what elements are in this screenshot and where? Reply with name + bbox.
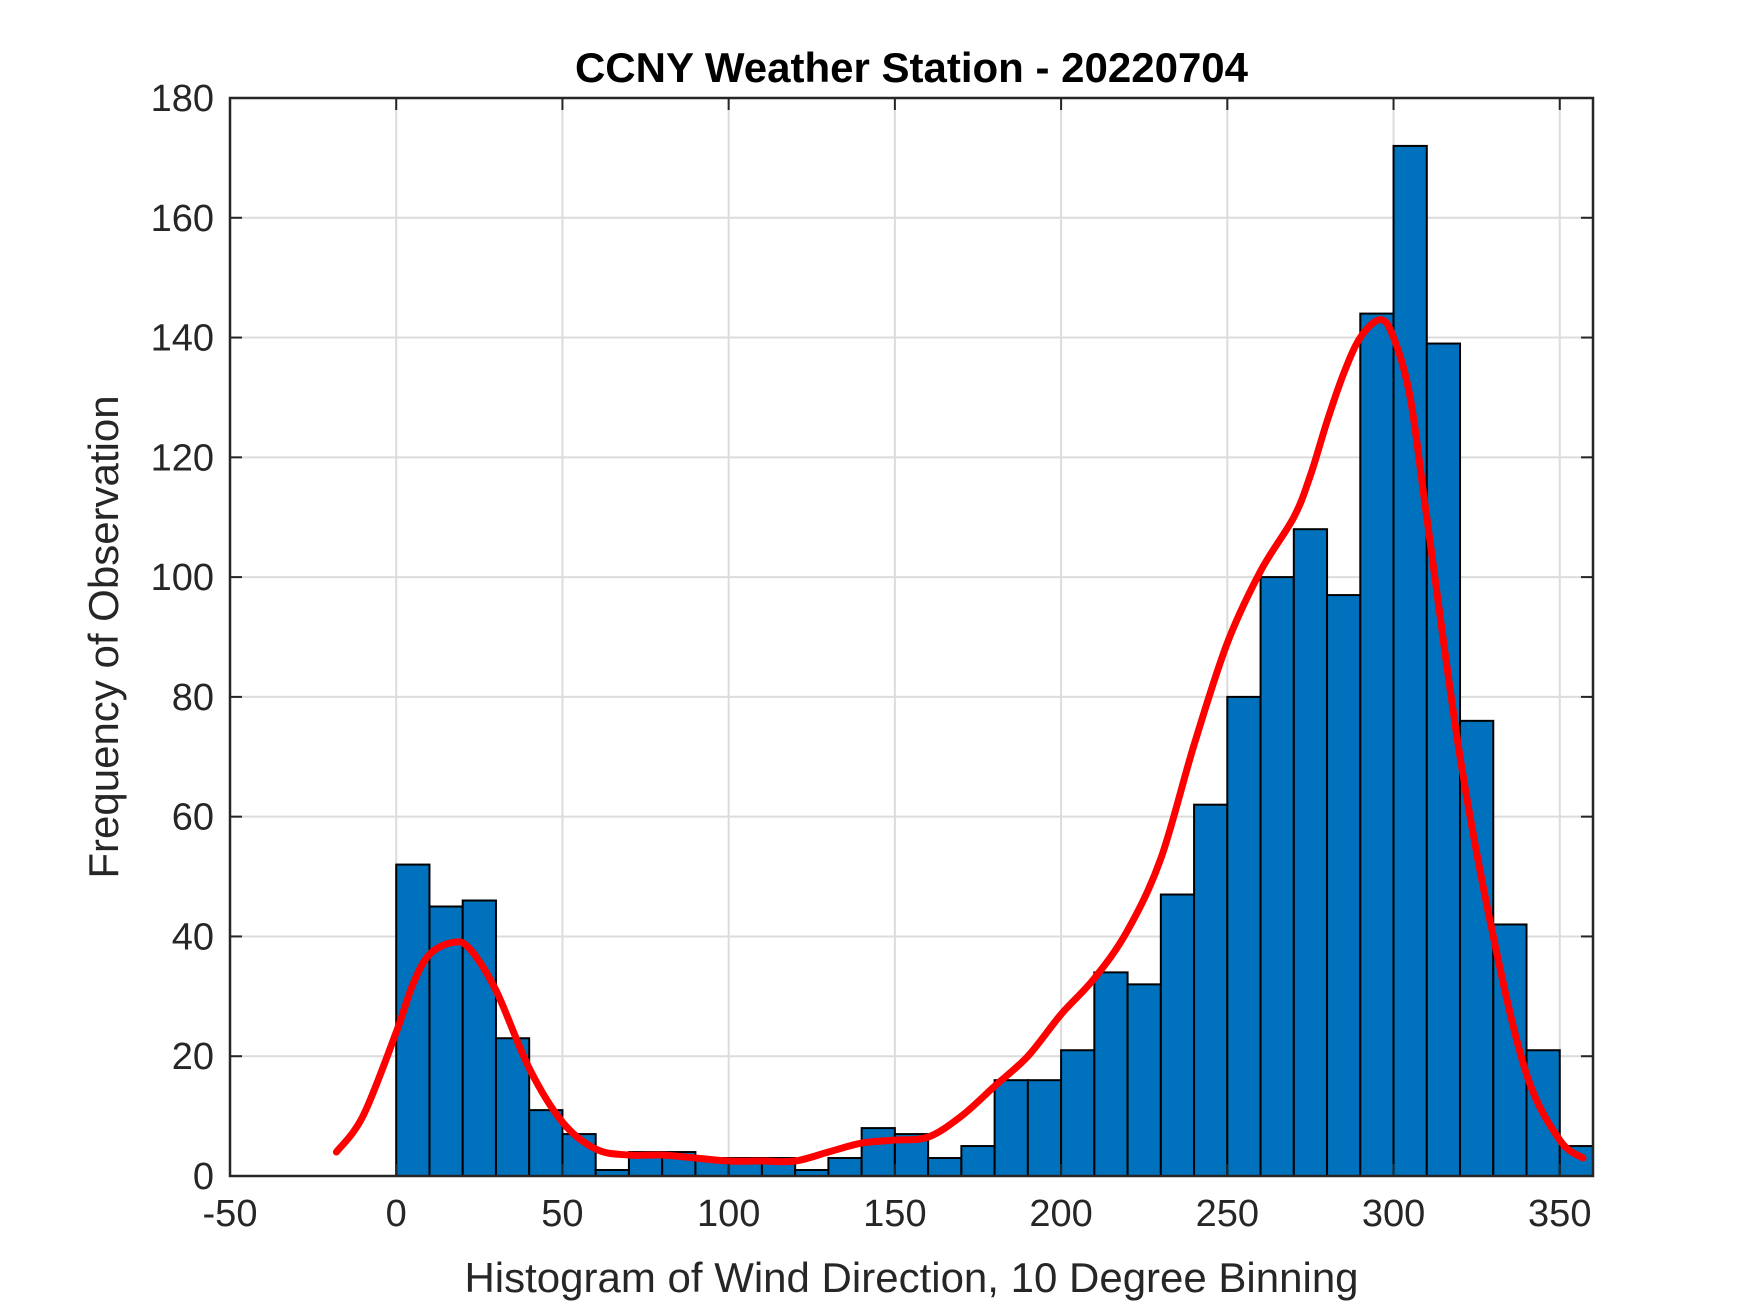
x-tick-label: 0	[386, 1193, 407, 1235]
fit-curve-layer	[332, 316, 1587, 1166]
histogram-bar	[827, 1157, 863, 1177]
histogram-bar	[1326, 594, 1362, 1177]
axes	[228, 96, 1595, 1178]
x-tick-label: 150	[863, 1193, 926, 1235]
x-tick-label: 250	[1196, 1193, 1259, 1235]
y-tick-label: 140	[151, 318, 214, 360]
histogram-bar	[1359, 312, 1395, 1178]
x-tick-label: -50	[203, 1193, 258, 1235]
y-tick-label: 40	[172, 916, 214, 958]
axes-box	[228, 96, 1595, 1178]
histogram-bar	[1226, 695, 1262, 1178]
histogram-bar	[1525, 1049, 1561, 1177]
y-axis-label: Frequency of Observation	[80, 395, 127, 878]
histogram-bar	[1425, 342, 1462, 1177]
histogram-bars	[395, 144, 1595, 1178]
x-tick-label: 350	[1528, 1193, 1591, 1235]
histogram-bar	[1259, 576, 1295, 1177]
fit-curve	[332, 316, 1587, 1166]
histogram-bar	[1093, 971, 1129, 1178]
histogram-bar	[860, 1127, 896, 1177]
x-tick-label: 200	[1029, 1193, 1092, 1235]
x-tick-label: 300	[1362, 1193, 1425, 1235]
histogram-bar	[1193, 803, 1229, 1177]
y-tick-label: 80	[172, 677, 214, 719]
x-tick-label: 100	[697, 1193, 760, 1235]
histogram-bar	[960, 1145, 996, 1177]
y-tick-label: 20	[172, 1036, 214, 1078]
y-tick-label: 120	[151, 437, 214, 479]
x-tick-label: 50	[541, 1193, 583, 1235]
histogram-bar	[1392, 144, 1428, 1177]
tick-labels: -50 0 50 100 150 200 250 300 3500204060801001201…	[151, 78, 1592, 1235]
y-tick-label: 180	[151, 78, 214, 120]
x-axis-label: Histogram of Wind Direction, 10 Degree B…	[464, 1254, 1358, 1301]
y-tick-label: 0	[193, 1156, 214, 1198]
histogram-bar	[1126, 983, 1162, 1177]
chart-title: CCNY Weather Station - 20220704	[575, 44, 1249, 91]
histogram-bar	[461, 899, 497, 1177]
y-tick-label: 60	[172, 797, 214, 839]
histogram-bar	[1060, 1049, 1096, 1177]
y-tick-label: 160	[151, 198, 214, 240]
y-tick-label: 100	[151, 557, 214, 599]
histogram-bar	[993, 1079, 1029, 1177]
histogram-bar	[1159, 893, 1196, 1177]
histogram-bar	[1026, 1079, 1063, 1177]
histogram-bar	[1292, 528, 1329, 1177]
histogram-bar	[927, 1157, 963, 1177]
